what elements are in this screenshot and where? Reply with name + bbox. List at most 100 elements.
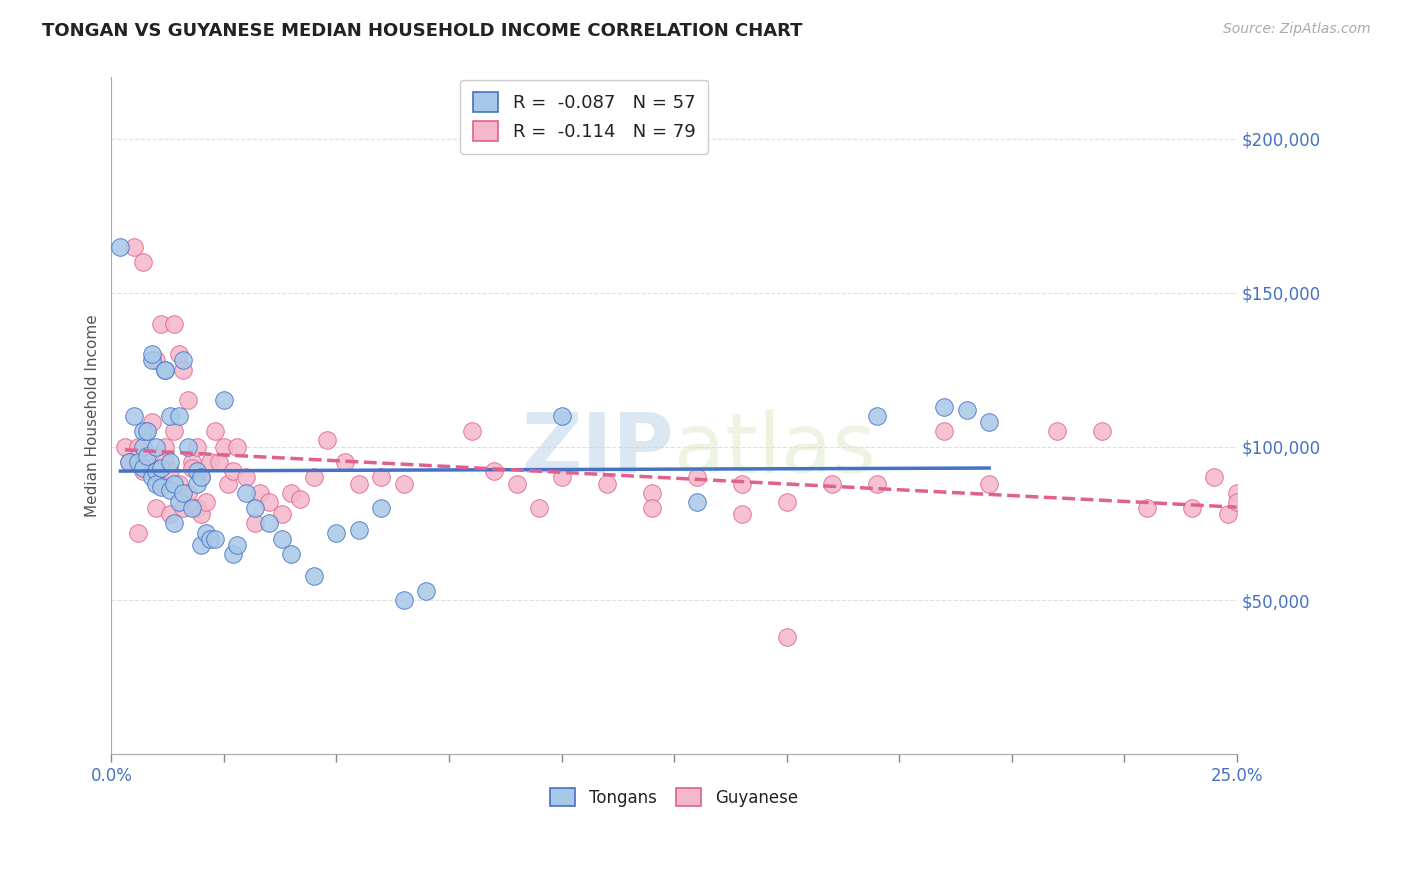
Point — [527, 501, 550, 516]
Point — [132, 255, 155, 269]
Point — [159, 483, 181, 497]
Point — [370, 470, 392, 484]
Point — [392, 593, 415, 607]
Point — [110, 239, 132, 253]
Point — [775, 630, 797, 644]
Point — [155, 362, 177, 376]
Point — [730, 508, 752, 522]
Point — [132, 424, 155, 438]
Point — [1046, 424, 1069, 438]
Point — [685, 495, 707, 509]
Point — [159, 409, 181, 423]
Point — [392, 476, 415, 491]
Point — [136, 424, 159, 438]
Point — [1091, 424, 1114, 438]
Point — [235, 470, 257, 484]
Point — [118, 455, 141, 469]
Point — [132, 464, 155, 478]
Point — [212, 393, 235, 408]
Point — [222, 547, 245, 561]
Point — [136, 449, 159, 463]
Point — [127, 455, 149, 469]
Point — [190, 508, 212, 522]
Point — [118, 455, 141, 469]
Point — [1181, 501, 1204, 516]
Point — [934, 400, 956, 414]
Point — [194, 525, 217, 540]
Point — [181, 455, 204, 469]
Point — [167, 347, 190, 361]
Point — [114, 440, 136, 454]
Text: ZIP: ZIP — [522, 409, 673, 491]
Point — [204, 424, 226, 438]
Point — [159, 508, 181, 522]
Point — [730, 476, 752, 491]
Point — [167, 476, 190, 491]
Point — [347, 523, 370, 537]
Point — [132, 461, 155, 475]
Point — [172, 362, 194, 376]
Point — [280, 547, 302, 561]
Point — [550, 470, 572, 484]
Point — [145, 353, 167, 368]
Point — [155, 455, 177, 469]
Point — [155, 440, 177, 454]
Point — [370, 501, 392, 516]
Point — [145, 440, 167, 454]
Point — [865, 476, 887, 491]
Point — [245, 501, 267, 516]
Point — [775, 495, 797, 509]
Point — [136, 455, 159, 469]
Point — [280, 485, 302, 500]
Point — [132, 440, 155, 454]
Point — [159, 455, 181, 469]
Point — [149, 479, 172, 493]
Point — [149, 461, 172, 475]
Point — [934, 424, 956, 438]
Point — [145, 464, 167, 478]
Point — [505, 476, 527, 491]
Point — [956, 402, 979, 417]
Point — [159, 464, 181, 478]
Point — [141, 347, 163, 361]
Point — [640, 485, 662, 500]
Point — [167, 495, 190, 509]
Point — [208, 455, 231, 469]
Point — [127, 525, 149, 540]
Point — [172, 485, 194, 500]
Point — [550, 409, 572, 423]
Point — [257, 495, 280, 509]
Point — [149, 317, 172, 331]
Point — [186, 501, 208, 516]
Point — [155, 362, 177, 376]
Point — [335, 455, 357, 469]
Point — [226, 538, 249, 552]
Point — [163, 317, 186, 331]
Point — [127, 440, 149, 454]
Point — [316, 434, 339, 448]
Point — [1204, 470, 1226, 484]
Legend: Tongans, Guyanese: Tongans, Guyanese — [544, 781, 804, 814]
Point — [149, 476, 172, 491]
Text: atlas: atlas — [673, 409, 876, 491]
Point — [194, 495, 217, 509]
Point — [347, 476, 370, 491]
Point — [820, 476, 842, 491]
Point — [482, 464, 505, 478]
Point — [177, 485, 200, 500]
Point — [181, 501, 204, 516]
Point — [141, 470, 163, 484]
Point — [141, 353, 163, 368]
Y-axis label: Median Household Income: Median Household Income — [86, 315, 100, 517]
Point — [172, 353, 194, 368]
Point — [290, 491, 312, 506]
Point — [122, 239, 145, 253]
Point — [865, 409, 887, 423]
Point — [595, 476, 617, 491]
Point — [235, 485, 257, 500]
Point — [163, 476, 186, 491]
Text: Source: ZipAtlas.com: Source: ZipAtlas.com — [1223, 22, 1371, 37]
Point — [460, 424, 482, 438]
Point — [145, 501, 167, 516]
Point — [186, 440, 208, 454]
